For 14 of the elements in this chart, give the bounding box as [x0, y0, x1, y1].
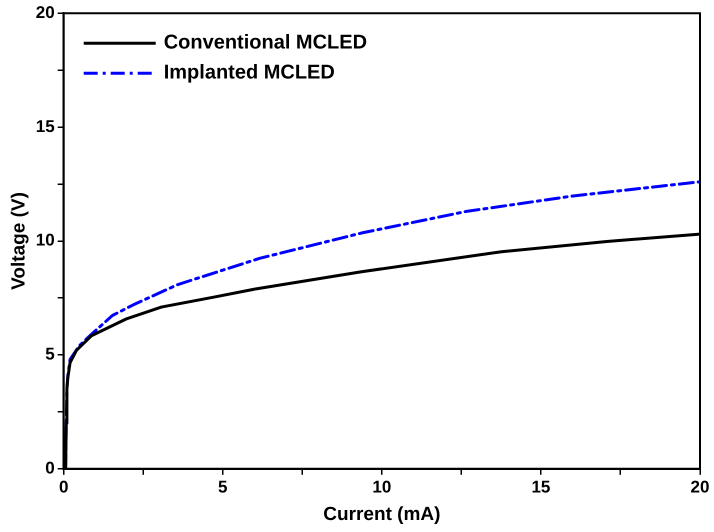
x-tick-label: 15	[531, 478, 550, 497]
y-tick-label: 0	[45, 458, 55, 478]
y-tick-label: 10	[36, 230, 55, 250]
y-axis-title: Voltage (V)	[8, 192, 30, 290]
legend-label: Conventional MCLED	[164, 32, 368, 54]
x-tick-label: 0	[58, 478, 68, 497]
y-tick-label: 15	[36, 116, 55, 136]
y-tick-label: 20	[36, 2, 55, 22]
legend-label: Implanted MCLED	[164, 62, 335, 84]
x-axis-title: Current (mA)	[323, 504, 440, 525]
x-tick-label: 5	[218, 478, 228, 497]
y-tick-label: 5	[45, 344, 55, 364]
x-tick-label: 20	[690, 478, 710, 497]
x-tick-label: 10	[372, 478, 392, 497]
